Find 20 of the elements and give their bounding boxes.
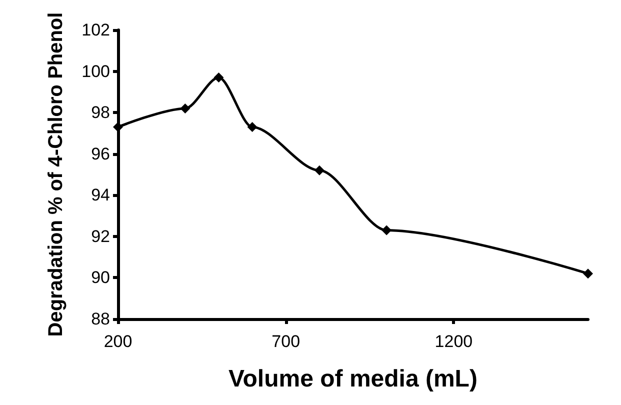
point xyxy=(382,225,392,236)
point xyxy=(180,103,190,114)
y-tick-label: 96 xyxy=(91,144,110,164)
point xyxy=(214,72,224,82)
y-tick-label: 92 xyxy=(91,226,110,246)
x-tick-label: 200 xyxy=(104,332,132,351)
y-axis-title: Degradation % of 4-Chloro Phenol xyxy=(45,12,67,337)
point xyxy=(314,165,324,176)
y-tick-label: 88 xyxy=(91,310,110,328)
y-tick-label: 102 xyxy=(82,20,110,40)
point xyxy=(113,122,123,132)
y-tick-label: 94 xyxy=(91,186,110,205)
x-tick-label: 1200 xyxy=(434,332,473,351)
y-tick-label: 98 xyxy=(91,103,110,122)
point xyxy=(247,122,258,132)
x-axis-title: Volume of media (mL) xyxy=(228,366,478,392)
y-tick-label: 100 xyxy=(82,62,110,81)
x-tick-label: 700 xyxy=(272,332,300,351)
point xyxy=(583,268,593,279)
y-tick-label: 90 xyxy=(91,268,110,288)
